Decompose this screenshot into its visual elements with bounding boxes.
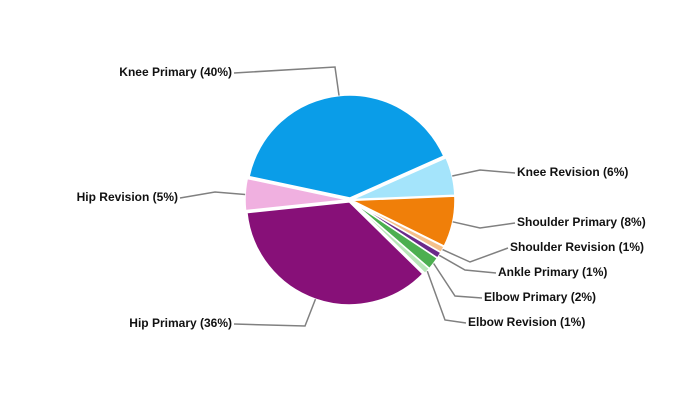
slice-label: Knee Revision (6%) — [517, 165, 628, 179]
leader-line — [452, 221, 516, 229]
slice-label: Hip Revision (5%) — [77, 190, 178, 204]
leader-line — [179, 191, 246, 199]
leader-line — [233, 298, 317, 327]
leader-line — [426, 270, 467, 324]
slice-label: Elbow Primary (2%) — [484, 290, 596, 304]
slice-label: Ankle Primary (1%) — [498, 265, 607, 279]
pie-slice — [351, 156, 456, 201]
leader-line — [433, 263, 483, 299]
leader-line — [442, 247, 509, 263]
leader-line — [452, 169, 516, 177]
pie-slice — [350, 200, 431, 275]
pie-slice — [248, 94, 445, 199]
leader-line — [438, 254, 497, 274]
pie-slice — [244, 177, 349, 212]
slice-label: Hip Primary (36%) — [129, 316, 232, 330]
pie-slice — [246, 201, 424, 306]
slice-label: Knee Primary (40%) — [119, 65, 232, 79]
leader-line — [233, 66, 340, 96]
slice-label: Elbow Revision (1%) — [468, 315, 585, 329]
slice-label: Shoulder Revision (1%) — [510, 240, 644, 254]
slice-label: Shoulder Primary (8%) — [517, 215, 646, 229]
